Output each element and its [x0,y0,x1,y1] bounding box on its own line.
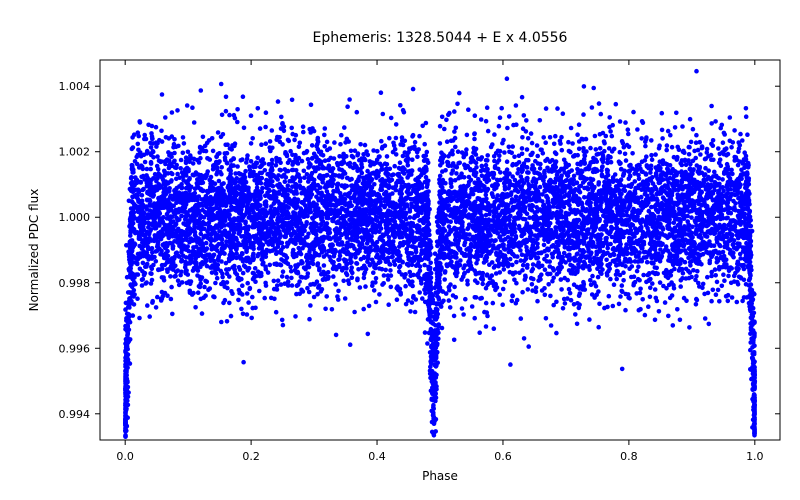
y-tick-label: 1.000 [59,211,91,224]
x-tick-label: 0.8 [620,450,638,463]
y-tick-label: 1.002 [59,146,91,159]
x-tick-label: 0.6 [494,450,512,463]
y-tick-label: 0.998 [59,277,91,290]
chart-title: Ephemeris: 1328.5044 + E x 4.0556 [313,30,568,46]
y-tick-label: 0.994 [59,408,91,421]
y-axis-label: Normalized PDC flux [27,189,41,312]
x-tick-label: 0.4 [368,450,386,463]
chart-container: Ephemeris: 1328.5044 + E x 4.0556 0.0 0.2… [0,0,800,500]
phase-flux-scatter-chart: Ephemeris: 1328.5044 + E x 4.0556 0.0 0.2… [0,0,800,500]
y-tick-label: 1.004 [59,80,91,93]
x-tick-label: 0.2 [242,450,260,463]
x-tick-label: 0.0 [116,450,134,463]
y-tick-label: 0.996 [59,342,91,355]
x-tick-label: 1.0 [746,450,764,463]
scatter-points [123,69,757,439]
x-axis-label: Phase [422,469,458,483]
